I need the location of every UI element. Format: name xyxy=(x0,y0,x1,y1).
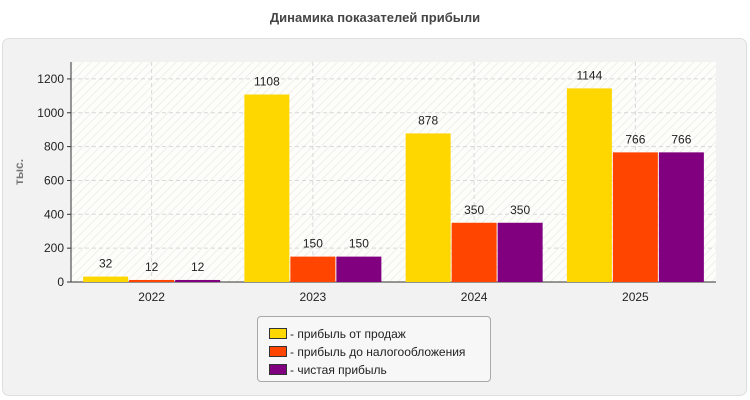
legend-label: - прибыль до налогообложения xyxy=(290,345,466,359)
x-tick-label: 2025 xyxy=(622,290,649,304)
bar-2022-1 xyxy=(83,276,129,282)
y-tick-label: 400 xyxy=(44,207,64,221)
data-label: 878 xyxy=(418,113,438,127)
data-label: 32 xyxy=(99,257,113,271)
bar-2024-2 xyxy=(451,222,497,282)
y-tick-label: 1200 xyxy=(37,72,64,86)
y-tick-label: 600 xyxy=(44,173,64,187)
bar-2024-3 xyxy=(497,222,543,282)
legend-swatch xyxy=(269,346,287,357)
bar-2024-1 xyxy=(405,133,451,282)
data-label: 766 xyxy=(671,132,691,146)
x-tick-label: 2022 xyxy=(138,290,165,304)
bar-2023-1 xyxy=(244,94,290,282)
bar-2023-2 xyxy=(290,256,336,282)
bar-2022-3 xyxy=(175,279,221,282)
legend-label: - чистая прибыль xyxy=(290,363,387,377)
data-label: 1144 xyxy=(576,68,602,82)
x-tick-label: 2024 xyxy=(461,290,488,304)
data-label: 150 xyxy=(303,237,323,251)
bar-2025-2 xyxy=(612,152,658,282)
data-label: 350 xyxy=(510,203,530,217)
data-label: 150 xyxy=(349,237,369,251)
bar-2022-2 xyxy=(129,279,175,282)
y-tick-label: 200 xyxy=(44,241,64,255)
chart-title: Динамика показателей прибыли xyxy=(269,10,481,25)
bar-2025-3 xyxy=(658,152,704,282)
y-tick-label: 800 xyxy=(44,140,64,154)
bar-2023-3 xyxy=(336,256,382,282)
y-axis-title: тыс. xyxy=(12,159,26,185)
data-label: 12 xyxy=(145,260,159,274)
bar-2025-1 xyxy=(566,88,612,283)
data-label: 12 xyxy=(191,260,205,274)
legend-item: - прибыль до налогообложения xyxy=(269,343,490,361)
x-tick-label: 2023 xyxy=(300,290,327,304)
y-tick-label: 1000 xyxy=(37,106,64,120)
data-label: 350 xyxy=(464,203,484,217)
legend-swatch xyxy=(269,364,287,375)
legend-item: - прибыль от продаж xyxy=(269,325,490,343)
data-label: 766 xyxy=(625,132,645,146)
data-label: 1108 xyxy=(254,74,280,88)
legend-item: - чистая прибыль xyxy=(269,361,490,379)
legend: - прибыль от продаж - прибыль до налогооб… xyxy=(257,316,491,382)
legend-label: - прибыль от продаж xyxy=(290,327,406,341)
y-tick-label: 0 xyxy=(57,275,64,289)
legend-swatch xyxy=(269,328,287,339)
